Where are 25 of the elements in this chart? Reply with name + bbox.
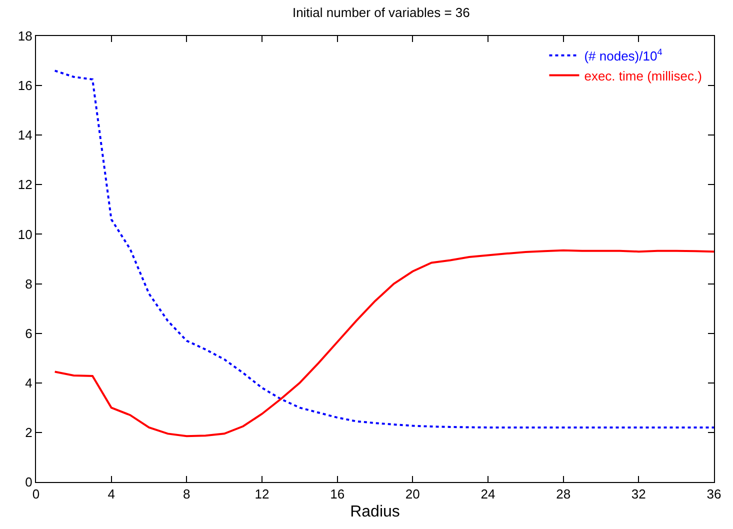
y-tick-label: 18 (18, 28, 32, 44)
legend-label: exec. time (millisec.) (584, 68, 702, 84)
x-tick-label: 28 (556, 486, 571, 502)
x-axis-title: Radius (350, 503, 400, 520)
y-tick-label: 14 (18, 128, 32, 143)
y-tick-label: 12 (18, 177, 32, 192)
y-tick-label: 10 (18, 226, 32, 242)
y-tick-label: 2 (25, 424, 32, 440)
x-tick-label: 20 (405, 486, 420, 502)
line-series (54, 70, 714, 428)
y-tick-label: 16 (18, 78, 32, 94)
x-tick-label: 16 (330, 486, 345, 502)
x-tick-label: 8 (183, 486, 190, 502)
x-tick-label: 36 (706, 486, 722, 502)
y-tick-label: 0 (25, 474, 32, 490)
x-tick-label: 24 (480, 486, 496, 502)
x-tick-label: 32 (631, 486, 646, 502)
y-tick-label: 6 (25, 326, 32, 341)
y-tick-label: 4 (25, 375, 32, 390)
chart-title: Initial number of variables = 36 (292, 5, 470, 20)
x-tick-label: 12 (254, 486, 270, 502)
legend-label: (# nodes)/10$^{4}$ (584, 47, 662, 64)
y-tick-label: 8 (25, 276, 32, 292)
x-tick-label: 4 (108, 486, 115, 502)
line-series (54, 249, 714, 438)
